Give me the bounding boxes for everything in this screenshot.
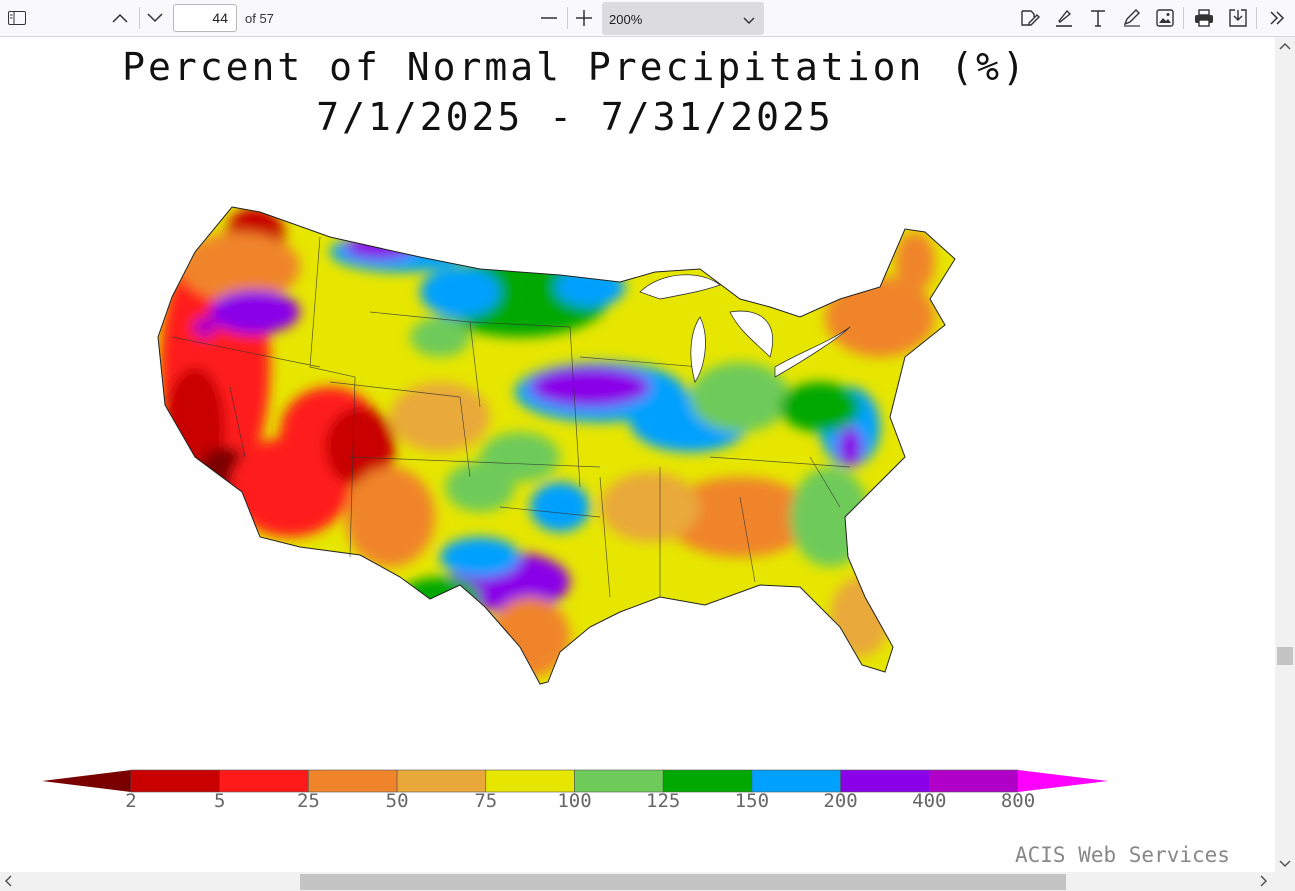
plus-icon[interactable] (570, 5, 598, 31)
double-chevron-right-icon[interactable] (1263, 5, 1291, 31)
zoom-value: 200% (609, 12, 643, 27)
legend-swatch (308, 769, 398, 793)
legend-swatch (1018, 770, 1108, 792)
legend-label: 5 (213, 790, 226, 812)
legend-swatch (42, 770, 131, 792)
horizontal-scrollbar[interactable] (0, 872, 1295, 891)
text-icon[interactable] (1084, 5, 1112, 31)
legend-swatch (219, 769, 309, 793)
legend-swatch (928, 769, 1019, 793)
zoom-select[interactable]: 200% (602, 2, 764, 35)
highlighter-icon[interactable] (1050, 5, 1078, 31)
legend-label: 25 (296, 790, 320, 812)
pen-icon[interactable] (1118, 5, 1146, 31)
pdf-toolbar: of 57 200% (0, 0, 1295, 37)
legend-label: 800 (1000, 790, 1036, 812)
scroll-left-icon[interactable] (4, 875, 12, 890)
chevron-up-icon[interactable] (106, 5, 134, 31)
scroll-down-icon[interactable] (1279, 857, 1291, 871)
legend-swatch (751, 769, 841, 793)
vertical-scroll-thumb[interactable] (1277, 647, 1293, 665)
legend-swatch (662, 769, 753, 793)
vertical-scrollbar[interactable] (1275, 37, 1295, 872)
map-title: Percent of Normal Precipitation (%) (122, 45, 1028, 89)
legend-swatch (485, 769, 575, 793)
save-download-icon[interactable] (1224, 5, 1252, 31)
legend-label: 200 (823, 790, 858, 812)
scroll-up-icon[interactable] (1279, 39, 1291, 53)
document-viewport[interactable]: Percent of Normal Precipitation (%) 7/1/… (0, 37, 1275, 872)
chevron-down-icon (743, 12, 755, 30)
signature-icon[interactable] (1016, 5, 1044, 31)
chevron-down-icon[interactable] (141, 5, 169, 31)
legend-swatch (396, 769, 487, 793)
map-date-range: 7/1/2025 - 7/31/2025 (316, 95, 834, 139)
add-image-icon[interactable] (1151, 5, 1179, 31)
minus-icon[interactable] (535, 5, 563, 31)
precipitation-map (157, 206, 956, 685)
legend-label: 125 (646, 790, 681, 812)
horizontal-scroll-thumb[interactable] (300, 874, 1066, 890)
page-total-label: of 57 (245, 11, 274, 26)
legend-colorbar (42, 769, 1108, 793)
legend-swatch (840, 769, 930, 793)
page-number-input[interactable] (173, 4, 237, 32)
sidebar-toggle-icon[interactable] (3, 5, 31, 31)
legend-label: 400 (912, 790, 947, 812)
legend-label: 50 (385, 790, 409, 812)
legend-swatch (130, 769, 220, 793)
legend-swatch (574, 769, 664, 793)
map-credit: ACIS Web Services (1015, 843, 1230, 867)
legend-label: 150 (734, 790, 770, 812)
legend-label: 75 (474, 790, 498, 812)
legend-label: 100 (557, 790, 592, 812)
legend-label: 2 (125, 790, 137, 812)
printer-icon[interactable] (1190, 5, 1218, 31)
scroll-right-icon[interactable] (1260, 875, 1268, 890)
